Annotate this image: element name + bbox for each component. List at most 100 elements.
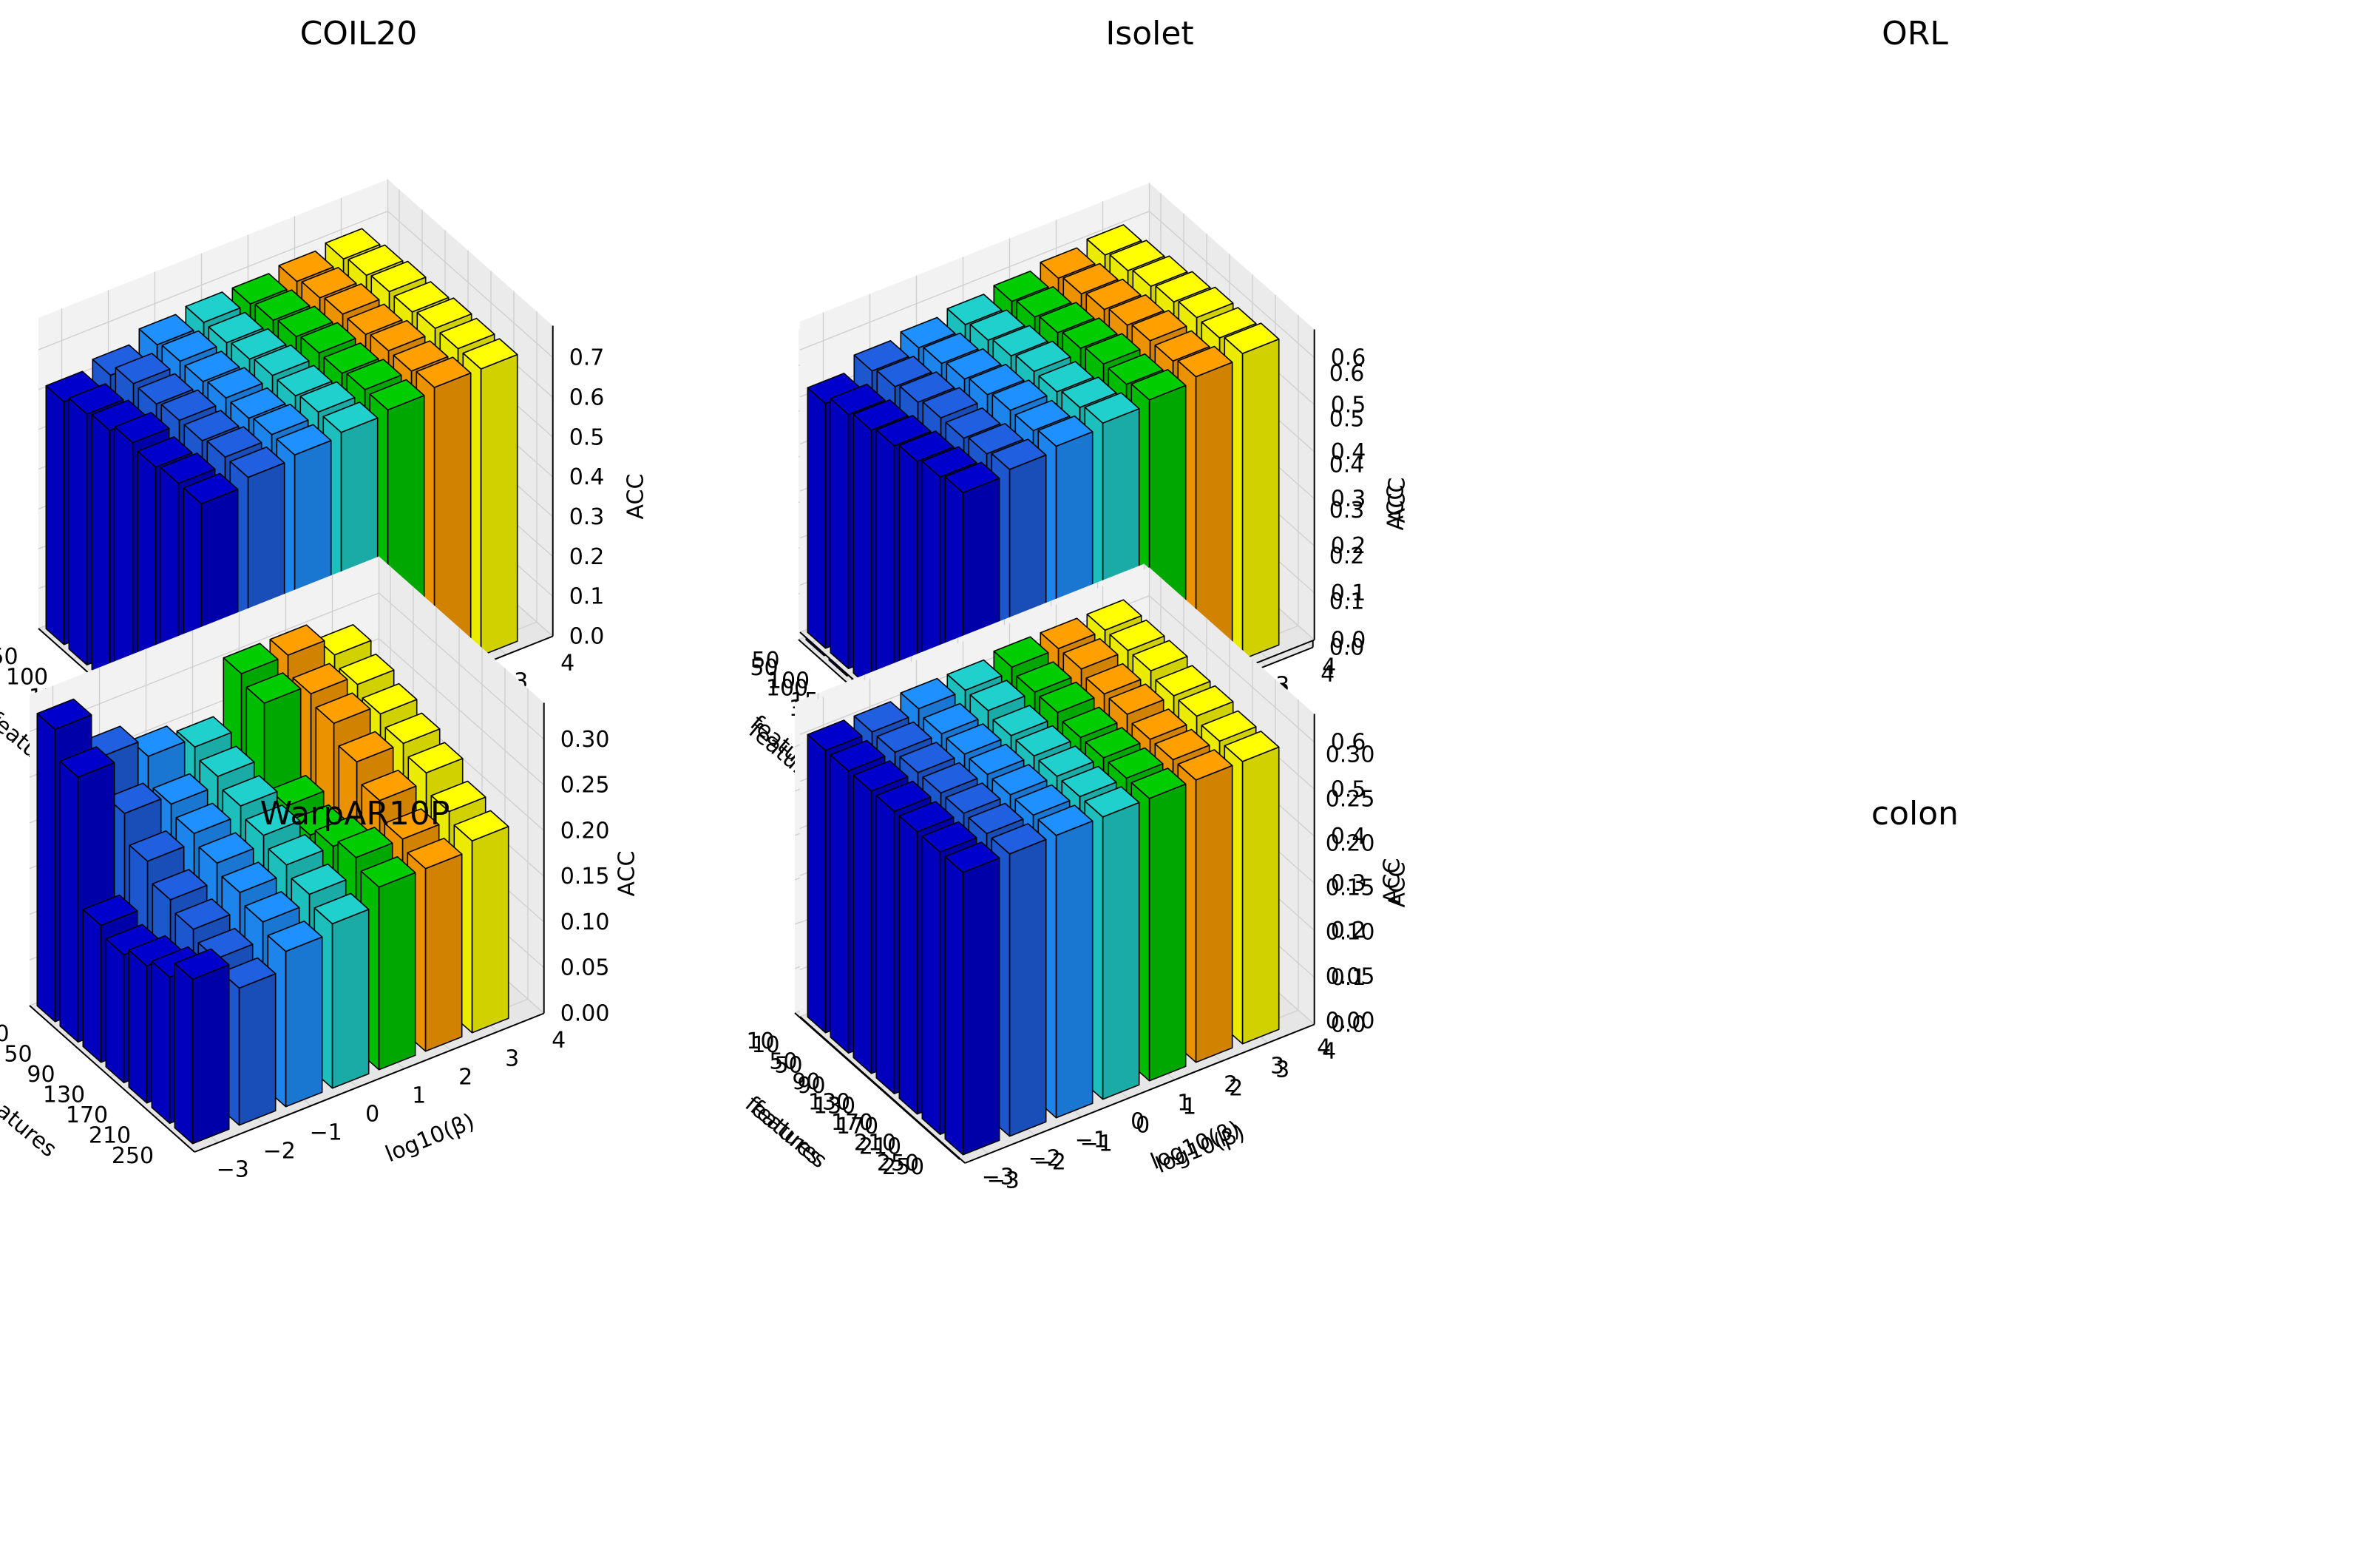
bar-250-beta-3 [174,948,230,1145]
z-tick-label: 0.2 [1331,533,1366,559]
z-tick-label: 0.3 [1331,487,1366,512]
z-axis-label: ACC [1385,478,1411,523]
y-tick-label: 2 [458,1065,472,1091]
x-tick-label: 50 [769,1048,797,1074]
y-tick-label: 4 [1320,662,1335,688]
x-tick-label: 10 [746,1029,774,1054]
z-tick-label: 0.3 [1329,498,1365,523]
y-tick-label: −3 [982,1165,1014,1190]
y-axis [964,1023,1315,1164]
y-tick-label: −3 [987,1168,1020,1194]
z-tick-label: 0.25 [560,773,610,799]
z-tick-label: 0.10 [560,909,610,935]
y-tick-label: 4 [552,1028,566,1054]
y-axis [194,1012,545,1153]
y-tick-label: −2 [263,1139,296,1165]
z-tick-label: 0.25 [1326,787,1375,813]
chart-title: WarpAR10P [260,795,450,833]
z-tick-label: 0.20 [1326,831,1375,857]
z-tick-label: 0.00 [560,1001,610,1027]
x-tick-label: 90 [792,1069,820,1095]
z-tick-label: 0.10 [1326,920,1375,946]
y-tick-label: −1 [1075,1128,1108,1153]
x-tick-label: 100 [6,664,48,690]
z-tick-label: 0.3 [569,504,605,530]
z-tick-label: 0.0 [1331,1012,1366,1038]
y-tick-label: 0 [1130,1109,1145,1135]
x-tick-label: 210 [854,1130,896,1156]
x-tick-label: 10 [0,1021,10,1047]
y-tick-label: 3 [505,1046,519,1072]
y-tick-label: 1 [1177,1091,1191,1116]
z-tick-label: 0.4 [1329,452,1365,478]
z-tick-label: 0.5 [569,424,605,450]
y-axis-label: log10(β) [382,1108,478,1168]
bars [807,599,1280,1156]
z-tick-label: 0.15 [1326,875,1375,901]
z-tick-label: 0.0 [569,624,605,650]
y-tick-label: 1 [1182,1094,1196,1120]
z-tick-label: 0.6 [569,384,605,410]
bars [36,624,509,1145]
z-tick-label: 0.1 [1331,965,1366,991]
y-tick-label: −2 [1028,1146,1061,1172]
panel-colon: 105090130170210250−3−2−1012340.00.10.20.… [745,567,1959,1194]
z-tick-label: 0.5 [1331,392,1366,418]
z-tick-label: 0.4 [1331,439,1366,465]
y-tick-label: 3 [1270,1054,1284,1080]
y-tick-label: 2 [1224,1072,1238,1098]
y-tick-label: 4 [560,651,574,677]
y-tick-label: −1 [1080,1131,1113,1157]
x-axis [29,1005,195,1153]
x-tick-label: 210 [859,1133,901,1159]
chart-title: colon [1871,795,1959,833]
z-tick-label: 0.2 [1329,543,1365,569]
z-axis-label: ACC [1383,485,1409,531]
z-tick-label: 0.2 [569,544,605,570]
z-tick-label: 0.30 [1326,742,1375,768]
x-tick-label: 250 [882,1154,924,1180]
z-tick-label: 0.3 [1331,871,1366,897]
x-tick-label: 250 [112,1143,154,1169]
z-tick-label: 0.05 [560,955,610,981]
x-tick-label: 50 [774,1052,802,1078]
z-tick-label: 0.5 [1331,776,1366,802]
y-tick-label: 4 [1317,1035,1331,1061]
z-tick-label: 0.30 [560,727,610,753]
z-tick-label: 0.6 [1329,361,1365,387]
x-tick-label: 210 [89,1122,131,1148]
chart-title: COIL20 [300,15,418,52]
y-tick-label: 2 [1229,1076,1243,1102]
x-tick-label: 90 [27,1062,55,1088]
x-tick-label: 90 [797,1073,825,1099]
z-tick-label: 0.20 [560,818,610,844]
bar-250-beta-3 [944,841,1000,1156]
bars [807,224,1280,771]
x-tick-label: 100 [767,668,810,694]
x-tick-label: 130 [808,1089,850,1115]
y-tick-label: 3 [1275,1057,1289,1083]
z-tick-label: 0.6 [1331,730,1366,756]
x-tick-label: 50 [751,648,779,674]
z-tick-label: 0.1 [1329,589,1365,615]
x-tick-label: 130 [813,1093,855,1119]
z-axis-label: ACC [623,474,649,520]
z-tick-label: 0.7 [569,345,605,371]
z-axis-label: ACC [614,851,640,897]
y-tick-label: 1 [412,1083,426,1109]
y-tick-label: 4 [1322,654,1336,680]
z-tick-label: 0.0 [1331,628,1366,654]
chart-title: Isolet [1105,15,1193,52]
z-tick-label: 0.15 [560,864,610,889]
z-tick-label: 0.6 [1331,345,1366,371]
z-tick-label: 0.2 [1331,918,1366,943]
y-tick-label: 4 [1322,1039,1336,1065]
x-tick-label: 250 [877,1151,919,1176]
y-tick-label: −3 [217,1157,249,1183]
z-axis-label: ACC [1385,862,1411,908]
x-tick-label: 170 [66,1102,108,1128]
z-tick-label: 0.5 [1329,407,1365,433]
z-tick-label: 0.1 [1331,580,1366,606]
y-tick-label: 0 [365,1102,379,1128]
